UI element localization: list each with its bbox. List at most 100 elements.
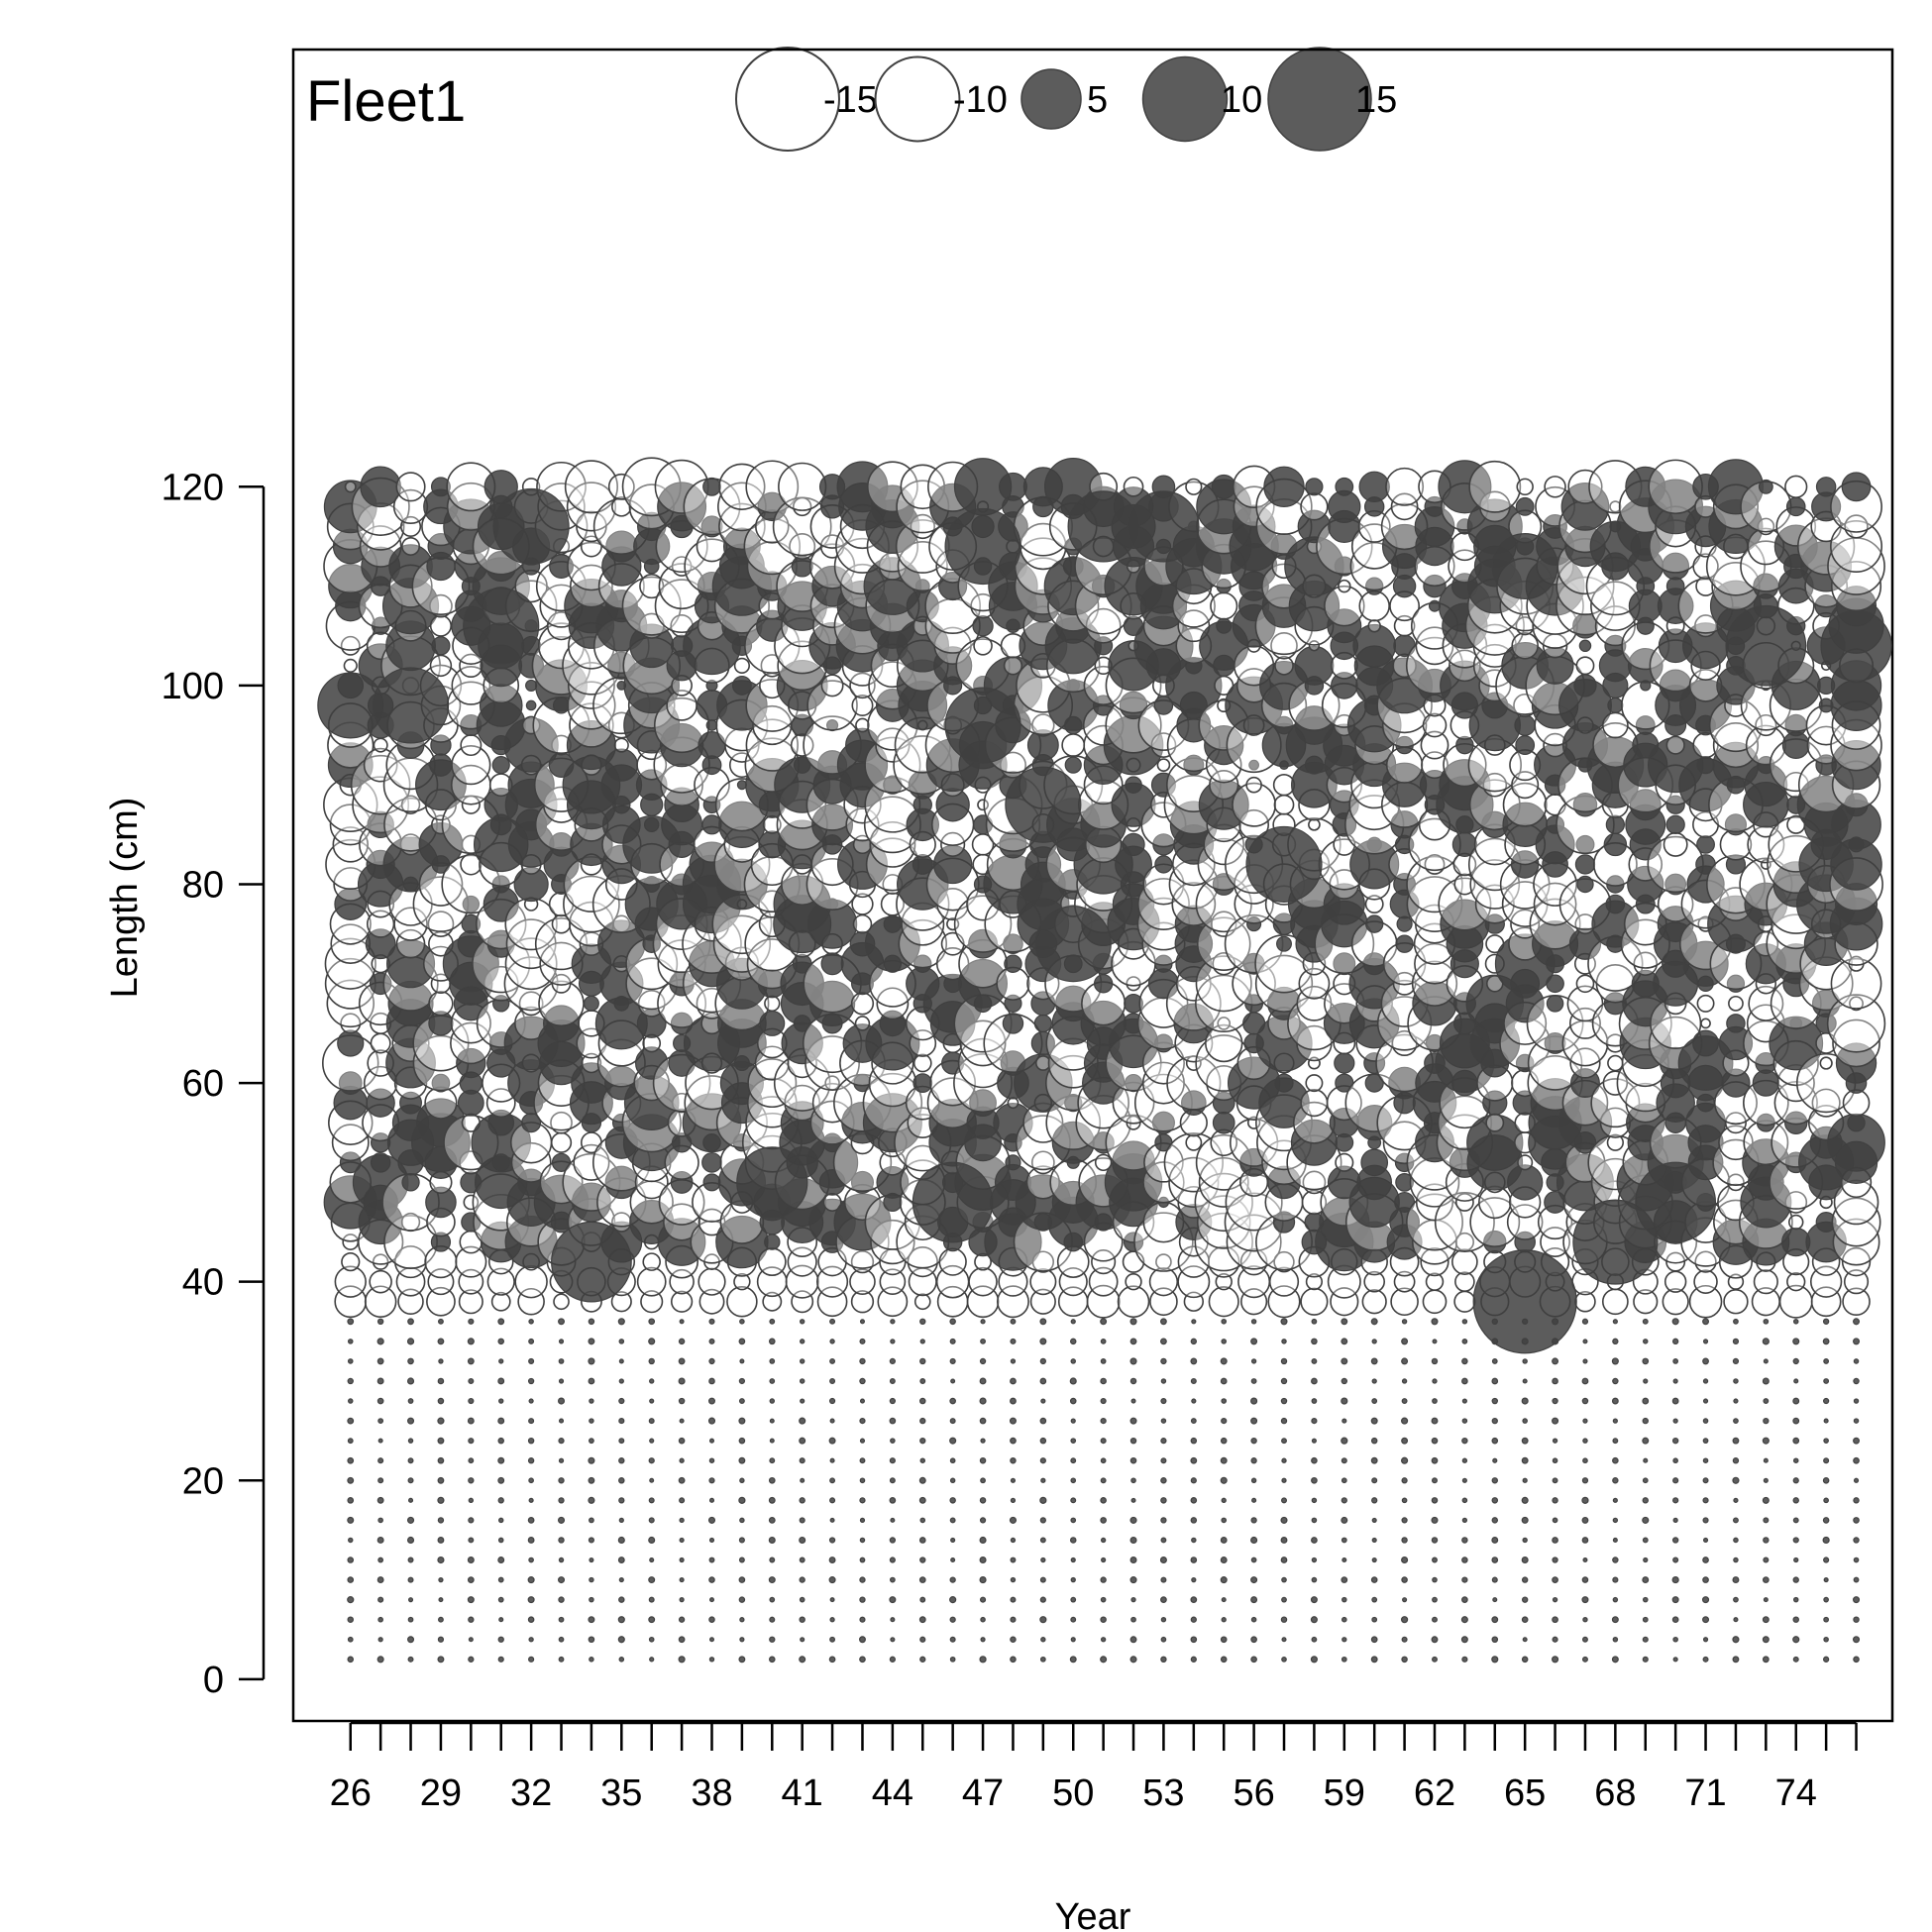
positive-residual-bubble bbox=[829, 1418, 835, 1424]
positive-residual-bubble bbox=[919, 1339, 925, 1344]
positive-residual-bubble bbox=[769, 1418, 775, 1424]
positive-residual-bubble bbox=[1574, 854, 1596, 875]
positive-residual-bubble bbox=[1010, 1358, 1017, 1364]
positive-residual-bubble bbox=[648, 1338, 656, 1345]
negative-residual-bubble bbox=[490, 1291, 511, 1312]
x-tick-label: 50 bbox=[1052, 1772, 1094, 1814]
positive-residual-bubble bbox=[1461, 1339, 1468, 1344]
positive-residual-bubble bbox=[912, 1073, 933, 1093]
positive-residual-bubble bbox=[1281, 1438, 1287, 1445]
positive-residual-bubble bbox=[739, 1617, 745, 1623]
y-tick-label: 20 bbox=[182, 1460, 224, 1502]
positive-residual-bubble bbox=[1402, 1597, 1408, 1603]
positive-residual-bubble bbox=[776, 659, 828, 711]
positive-residual-bubble bbox=[1039, 1437, 1047, 1445]
positive-residual-bubble bbox=[1401, 1477, 1408, 1484]
negative-residual-bubble bbox=[977, 799, 989, 811]
positive-residual-bubble bbox=[1160, 1418, 1167, 1424]
positive-residual-bubble bbox=[1250, 1437, 1257, 1445]
positive-residual-bubble bbox=[618, 1457, 625, 1464]
positive-residual-bubble bbox=[497, 1456, 505, 1464]
positive-residual-bubble bbox=[1733, 1537, 1739, 1544]
positive-residual-bubble bbox=[1100, 1517, 1107, 1524]
positive-residual-bubble bbox=[1491, 1497, 1499, 1504]
negative-residual-bubble bbox=[1298, 967, 1331, 1000]
positive-residual-bubble bbox=[738, 1556, 745, 1563]
positive-residual-bubble bbox=[1039, 1338, 1047, 1345]
positive-residual-bubble bbox=[558, 1378, 565, 1384]
positive-residual-bubble bbox=[468, 1318, 475, 1325]
positive-residual-bubble bbox=[1643, 1339, 1649, 1344]
positive-residual-bubble bbox=[1311, 1537, 1318, 1544]
positive-residual-bubble bbox=[889, 1357, 896, 1365]
positive-residual-bubble bbox=[1820, 609, 1892, 682]
negative-residual-bubble bbox=[1784, 475, 1808, 498]
positive-residual-bubble bbox=[1792, 1319, 1799, 1325]
positive-residual-bubble bbox=[377, 1477, 384, 1484]
positive-residual-bubble bbox=[1250, 1596, 1258, 1604]
negative-residual-bubble bbox=[1031, 713, 1055, 737]
negative-residual-bubble bbox=[1724, 1112, 1747, 1134]
positive-residual-bubble bbox=[1702, 1457, 1709, 1464]
positive-residual-bubble bbox=[1643, 1378, 1649, 1384]
positive-residual-bubble bbox=[431, 636, 451, 656]
positive-residual-bubble bbox=[768, 1656, 776, 1664]
positive-residual-bubble bbox=[1371, 1378, 1377, 1384]
positive-residual-bubble bbox=[618, 1576, 624, 1583]
negative-residual-bubble bbox=[1361, 1289, 1387, 1315]
positive-residual-bubble bbox=[1823, 1556, 1830, 1563]
positive-residual-bubble bbox=[1360, 1148, 1389, 1177]
positive-residual-bubble bbox=[679, 1517, 685, 1524]
positive-residual-bubble bbox=[949, 1596, 957, 1604]
positive-residual-bubble bbox=[527, 1537, 535, 1544]
negative-residual-bubble bbox=[1210, 591, 1238, 620]
negative-residual-bubble bbox=[1171, 882, 1217, 926]
negative-residual-bubble bbox=[1091, 1249, 1117, 1275]
positive-residual-bubble bbox=[617, 1536, 625, 1545]
positive-residual-bubble bbox=[678, 1656, 686, 1664]
positive-residual-bubble bbox=[979, 1576, 987, 1584]
positive-residual-bubble bbox=[1612, 1418, 1618, 1424]
positive-residual-bubble bbox=[558, 1576, 566, 1584]
positive-residual-bubble bbox=[1642, 1437, 1650, 1445]
positive-residual-bubble bbox=[643, 816, 660, 833]
negative-residual-bubble bbox=[1029, 1268, 1057, 1296]
positive-residual-bubble bbox=[1341, 1516, 1348, 1524]
positive-residual-bubble bbox=[1581, 1318, 1589, 1325]
positive-residual-bubble bbox=[497, 1437, 504, 1445]
negative-residual-bubble bbox=[1406, 855, 1463, 913]
positive-residual-bubble bbox=[649, 1398, 655, 1404]
positive-residual-bubble bbox=[679, 1457, 685, 1463]
positive-residual-bubble bbox=[1853, 1318, 1861, 1326]
positive-residual-bubble bbox=[859, 1319, 866, 1325]
negative-residual-bubble bbox=[1529, 898, 1581, 950]
positive-residual-bubble bbox=[670, 1170, 694, 1194]
positive-residual-bubble bbox=[528, 1477, 534, 1484]
positive-residual-bubble bbox=[919, 1556, 926, 1563]
positive-residual-bubble bbox=[958, 958, 1008, 1009]
positive-residual-bubble bbox=[1853, 1437, 1860, 1445]
positive-residual-bubble bbox=[1039, 1517, 1046, 1524]
positive-residual-bubble bbox=[949, 1477, 956, 1484]
negative-residual-bubble bbox=[811, 1082, 853, 1124]
positive-residual-bubble bbox=[859, 1338, 866, 1344]
positive-residual-bubble bbox=[1733, 1497, 1739, 1503]
positive-residual-bubble bbox=[1366, 836, 1382, 853]
positive-residual-bubble bbox=[918, 1476, 926, 1484]
negative-residual-bubble bbox=[429, 593, 453, 618]
positive-residual-bubble bbox=[1129, 1417, 1137, 1425]
positive-residual-bubble bbox=[1010, 1656, 1017, 1664]
positive-residual-bubble bbox=[588, 1377, 595, 1385]
positive-residual-bubble bbox=[1129, 1338, 1137, 1345]
negative-residual-bubble bbox=[1842, 1287, 1871, 1317]
positive-residual-bubble bbox=[1822, 1536, 1830, 1545]
positive-residual-bubble bbox=[437, 1636, 445, 1643]
negative-residual-bubble bbox=[1198, 1156, 1249, 1208]
negative-residual-bubble bbox=[1273, 794, 1295, 815]
positive-residual-bubble bbox=[1401, 1456, 1409, 1464]
positive-residual-bubble bbox=[1793, 1556, 1799, 1563]
positive-residual-bubble bbox=[1160, 1596, 1167, 1603]
positive-residual-bubble bbox=[799, 1596, 805, 1603]
negative-residual-bubble bbox=[1826, 994, 1886, 1053]
positive-residual-bubble bbox=[919, 1596, 926, 1603]
